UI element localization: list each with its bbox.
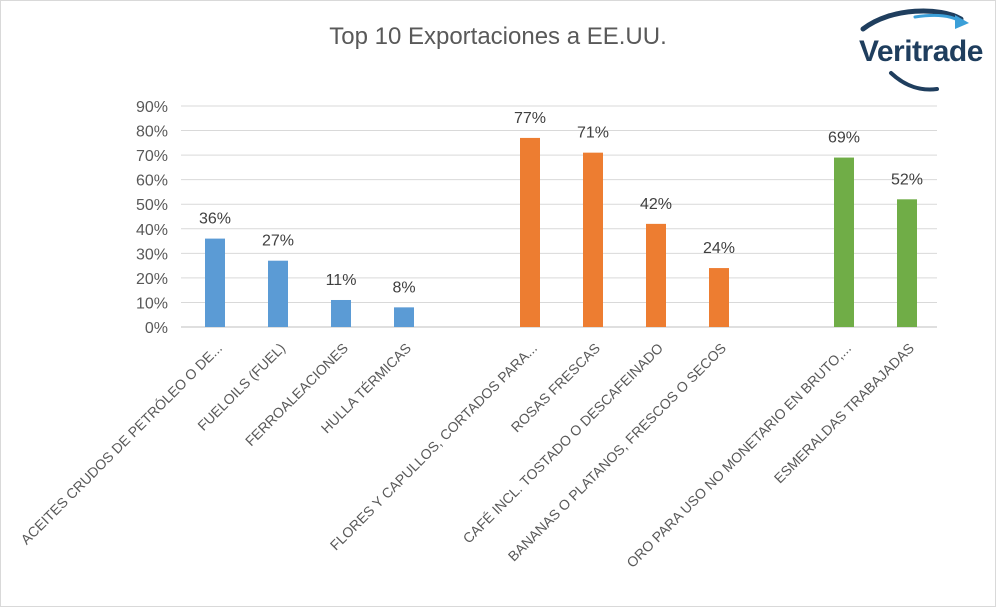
y-tick-label: 10% <box>136 295 168 312</box>
data-label: 27% <box>262 233 294 250</box>
data-label: 71% <box>577 125 609 142</box>
bar <box>583 152 603 327</box>
data-label: 42% <box>640 196 672 213</box>
chart-title: Top 10 Exportaciones a EE.UU. <box>329 23 667 50</box>
bar <box>709 268 729 327</box>
bar <box>394 307 414 327</box>
data-label: 52% <box>891 171 923 188</box>
y-tick-label: 20% <box>136 271 168 288</box>
data-label: 77% <box>514 110 546 127</box>
data-label: 8% <box>392 279 415 296</box>
bars <box>205 137 917 327</box>
data-label: 69% <box>828 130 860 147</box>
x-axis-labels: ACEITES CRUDOS DE PETRÓLEO O DE...FUELOI… <box>17 340 917 571</box>
x-tick-label: ESMERALDAS TRABAJADAS <box>771 340 917 486</box>
bar <box>520 137 540 327</box>
logo-text: Veritrade <box>859 35 983 68</box>
bar <box>834 157 854 327</box>
logo-swoosh-icon <box>860 8 969 92</box>
y-tick-label: 30% <box>136 246 168 263</box>
x-tick-label: FERROALEACIONES <box>242 340 351 449</box>
y-tick-label: 90% <box>136 99 168 116</box>
data-label: 24% <box>703 240 735 257</box>
x-tick-label: ORO PARA USO NO MONETARIO EN BRUTO,... <box>623 340 854 571</box>
y-tick-label: 60% <box>136 173 168 190</box>
grid-lines <box>181 105 937 328</box>
y-tick-label: 50% <box>136 197 168 214</box>
bar <box>205 238 225 327</box>
data-label: 36% <box>199 211 231 228</box>
y-axis-ticks: 0% 10% 20% 30% 40% 50% 60% 70% 80% 90% <box>136 99 168 337</box>
bar <box>268 260 288 327</box>
y-tick-label: 40% <box>136 222 168 239</box>
data-label: 11% <box>326 272 357 289</box>
x-tick-label: ACEITES CRUDOS DE PETRÓLEO O DE... <box>17 340 225 548</box>
x-tick-label: FLORES Y CAPULLOS, CORTADOS PARA... <box>327 340 540 553</box>
x-tick-label: BANANAS O PLATANOS, FRESCOS O SECOS <box>505 340 729 564</box>
bar <box>897 199 917 327</box>
bar <box>331 299 351 327</box>
veritrade-logo: Veritrade <box>851 7 993 97</box>
y-tick-label: 80% <box>136 124 168 141</box>
y-tick-label: 0% <box>145 320 168 337</box>
bar <box>646 223 666 327</box>
y-tick-label: 70% <box>136 148 168 165</box>
data-labels: 36% 27% 11% 8% 77% 71% 42% 24% 69% 52% <box>199 110 923 296</box>
